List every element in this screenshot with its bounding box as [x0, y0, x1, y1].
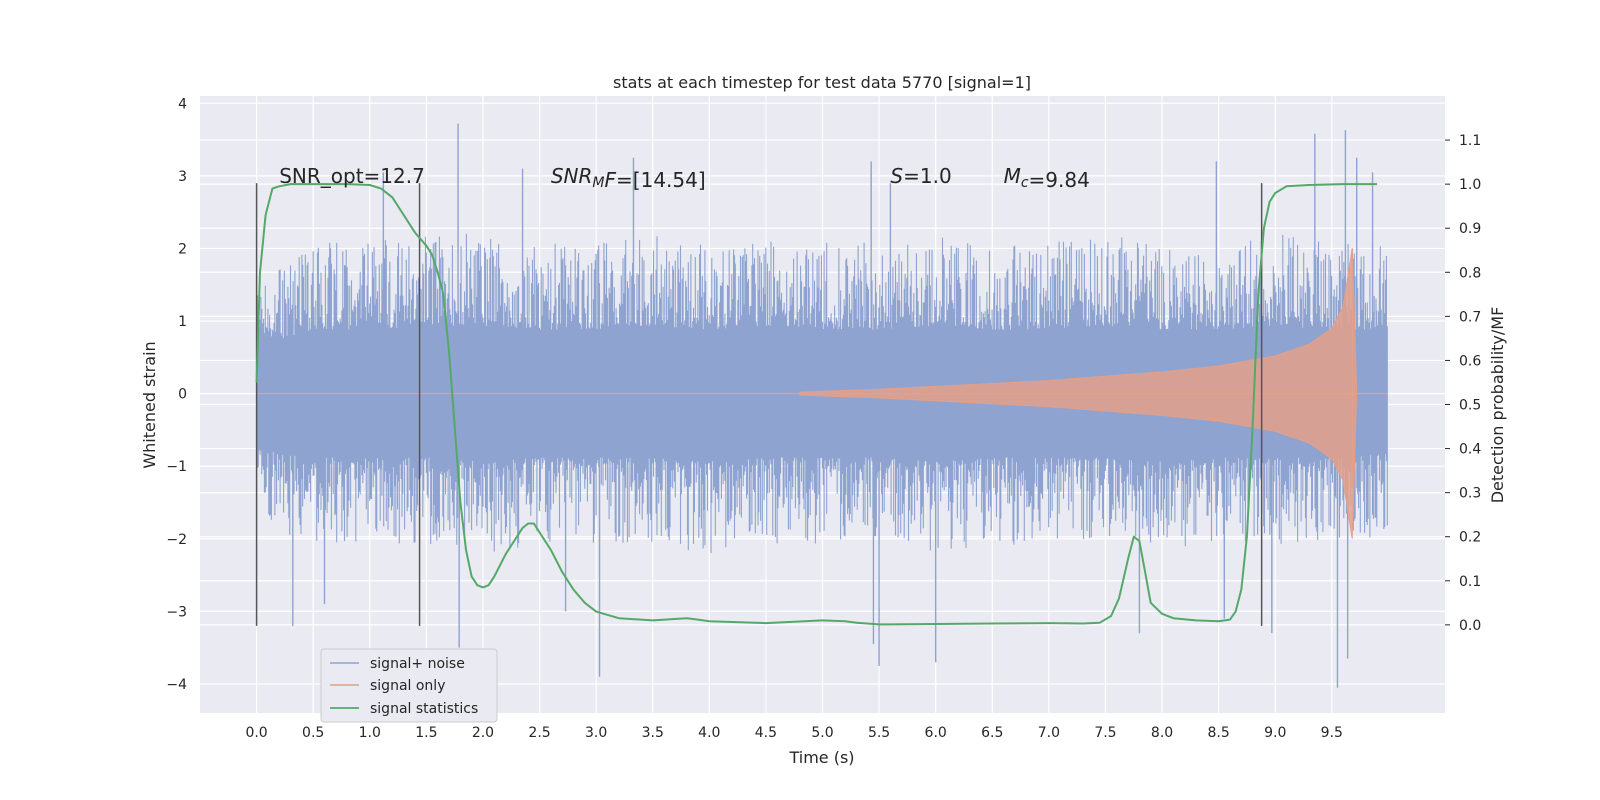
y-tick-label: −3 [166, 604, 187, 620]
y2-tick-labels: 0.0 0.1 0.2 0.3 0.4 0.5 0.6 0.7 0.8 0.9 1.0 1.1 [1445, 133, 1481, 634]
x-tick-label: 4.5 [755, 725, 777, 741]
legend-box [320, 648, 498, 723]
y-tick-label: 1 [178, 314, 187, 330]
y2-tick-label: 0.4 [1459, 442, 1481, 458]
chart-title: stats at each timestep for test data 577… [613, 73, 1031, 92]
y2-tick-label: 0.6 [1459, 353, 1481, 369]
x-tick-label: 1.5 [415, 725, 437, 741]
y-tick-label: 4 [178, 96, 187, 112]
x-tick-label: 9.5 [1321, 725, 1343, 741]
signal-statistics-series [255, 183, 1378, 626]
y-axis-label: Whitened strain [140, 341, 159, 468]
x-tick-label: 6.5 [981, 725, 1003, 741]
y-tick-labels: −4 −3 −2 −1 0 1 2 3 4 [166, 96, 187, 693]
x-tick-label: 5.5 [868, 725, 890, 741]
x-tick-label: 3.0 [585, 725, 607, 741]
x-tick-label: 4.0 [698, 725, 720, 741]
y2-tick-label: 1.1 [1459, 133, 1481, 149]
legend-label-signal: signal only [370, 678, 445, 694]
y2-tick-label: 0.7 [1459, 309, 1481, 325]
x-tick-label: 5.0 [811, 725, 833, 741]
annotation-s-value: S=1.0 [890, 164, 951, 188]
y-tick-label: −2 [166, 532, 187, 548]
signal-only-series [256, 248, 1388, 539]
x-tick-label: 1.0 [359, 725, 381, 741]
y2-tick-label: 1.0 [1459, 177, 1481, 193]
legend-label-statistics: signal statistics [370, 701, 478, 717]
statistics-line [255, 183, 1378, 626]
y-tick-label: 0 [178, 387, 187, 403]
y-tick-label: 2 [178, 241, 187, 257]
y2-tick-label: 0.0 [1459, 618, 1481, 634]
x-tick-label: 0.0 [245, 725, 267, 741]
x-tick-label: 9.0 [1264, 725, 1286, 741]
legend-label-noise: signal+ noise [370, 656, 465, 672]
x-tick-label: 2.5 [528, 725, 550, 741]
y-tick-label: −1 [166, 459, 187, 475]
y2-tick-label: 0.3 [1459, 486, 1481, 502]
x-tick-label: 8.5 [1208, 725, 1230, 741]
y2-tick-label: 0.9 [1459, 221, 1481, 237]
annotation-snr-mf: SNRMF=[14.54] [551, 164, 706, 192]
y-tick-label: 3 [178, 169, 187, 185]
y2-tick-label: 0.2 [1459, 530, 1481, 546]
x-tick-label: 0.5 [302, 725, 324, 741]
y2-tick-label: 0.5 [1459, 398, 1481, 414]
annotations: SNR_opt=12.7 SNRMF=[14.54] S=1.0 Mc=9.84 [279, 164, 1090, 192]
y2-axis-label: Detection probability/MF [1488, 307, 1507, 504]
x-tick-label: 7.0 [1038, 725, 1060, 741]
x-tick-labels: 0.0 0.5 1.0 1.5 2.0 2.5 3.0 3.5 4.0 4.5 5.0 5.5 6.0 6… [245, 725, 1342, 741]
signal-chirp [799, 248, 1358, 539]
x-axis-label: Time (s) [788, 748, 854, 767]
x-tick-label: 7.5 [1094, 725, 1116, 741]
y-tick-label: −4 [166, 677, 187, 693]
annotation-mc-value: Mc=9.84 [1004, 164, 1090, 192]
x-tick-label: 2.0 [472, 725, 494, 741]
y2-tick-label: 0.1 [1459, 574, 1481, 590]
y2-tick-label: 0.8 [1459, 265, 1481, 281]
x-tick-label: 3.5 [642, 725, 664, 741]
annotation-snr-opt: SNR_opt=12.7 [279, 164, 425, 188]
legend: signal+ noise signal only signal statist… [320, 648, 498, 723]
x-tick-label: 8.0 [1151, 725, 1173, 741]
x-tick-label: 6.0 [925, 725, 947, 741]
